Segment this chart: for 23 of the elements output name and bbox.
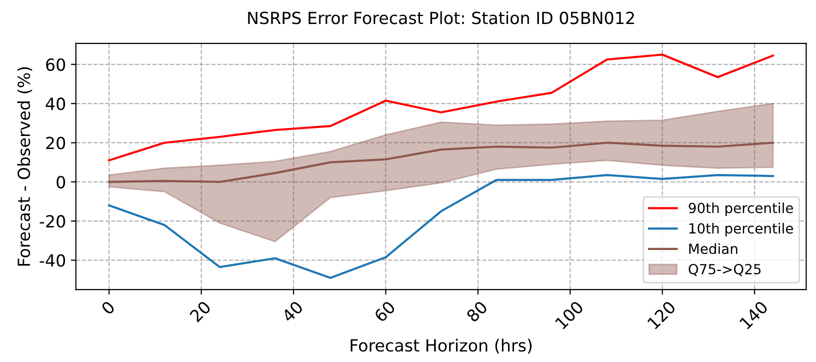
y-axis-title: Forecast - Observed (%) — [17, 67, 32, 266]
x-tick-label: 120 — [646, 300, 676, 330]
x-tick-label: 40 — [281, 300, 304, 323]
annotation: Q75->Q25 — [688, 264, 761, 276]
y-tick-label: -40 — [40, 254, 66, 267]
x-axis-title: Forecast Horizon (hrs) — [350, 338, 532, 354]
y-tick-label: 40 — [46, 98, 66, 110]
legend-label: Median — [689, 243, 738, 254]
x-tick-label: 60 — [374, 300, 396, 323]
x-tick-label: 80 — [466, 300, 488, 323]
y-tick-label: 20 — [46, 136, 66, 150]
x-tick-label: 140 — [739, 300, 768, 330]
x-tick-label: 20 — [189, 300, 212, 323]
x-tick-label: 100 — [554, 300, 584, 330]
legend-label: 90th percentile — [688, 202, 793, 216]
line-series — [108, 142, 774, 183]
y-tick-label: 0 — [56, 176, 66, 188]
y-tick-label: 60 — [46, 58, 66, 71]
line-series — [108, 54, 774, 162]
legend-label: 10th percentile — [689, 222, 793, 236]
x-tick-label: 0 — [100, 300, 116, 316]
chart-title: NSRPS Error Forecast Plot: Station ID 05BN012 — [248, 11, 634, 24]
y-tick-label: -20 — [40, 215, 66, 228]
